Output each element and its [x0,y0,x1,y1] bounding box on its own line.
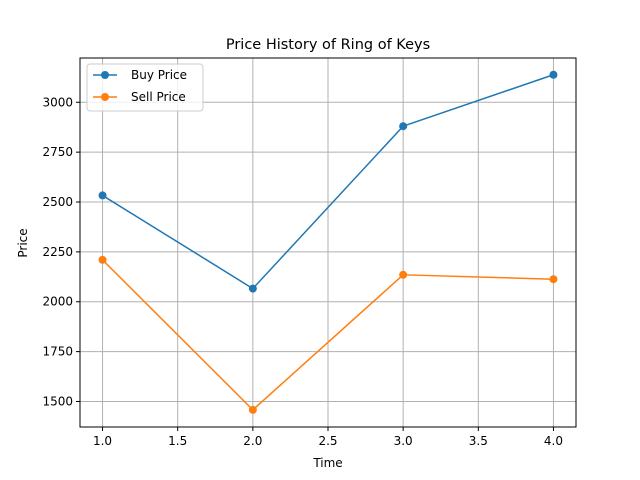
buy-price-point [399,122,408,131]
sell-price-line [102,259,554,411]
x-tick-label: 2.5 [318,434,337,448]
x-tick-label: 1.5 [168,434,187,448]
x-tick-label: 4.0 [544,434,563,448]
y-axis-ticks: 1500 1750 2000 2250 2500 2750 3000 [42,95,80,408]
x-axis-title: Time [312,456,342,470]
buy-price-point [549,70,558,79]
y-tick-label: 2500 [42,195,73,209]
series-layer [98,70,558,414]
legend-label-buy-price: Buy Price [131,68,187,82]
grid-lines [80,58,576,427]
x-tick-label: 1.0 [93,434,112,448]
y-tick-label: 2000 [42,295,73,309]
y-tick-label: 2250 [42,245,73,259]
x-tick-label: 3.0 [394,434,413,448]
y-tick-label: 1750 [42,345,73,359]
sell-price-series [98,255,558,414]
y-axis-title: Price [16,228,30,257]
y-tick-label: 3000 [42,95,73,109]
sell-price-point [399,270,408,279]
x-axis-ticks: 1.0 1.5 2.0 2.5 3.0 3.5 4.0 [93,427,563,448]
sell-price-point [248,405,257,414]
x-tick-label: 2.0 [243,434,262,448]
legend-marker-buy-price [101,71,109,79]
x-tick-label: 3.5 [469,434,488,448]
chart-title: Price History of Ring of Keys [226,37,430,53]
y-tick-label: 2750 [42,145,73,159]
sell-price-point [98,255,107,264]
sell-price-point [549,275,558,284]
buy-price-series [98,70,558,293]
legend-label-sell-price: Sell Price [131,90,186,104]
legend-marker-sell-price [101,93,109,101]
legend: Buy Price Sell Price [86,63,204,112]
buy-price-line [102,74,554,290]
y-tick-label: 1500 [42,394,73,408]
buy-price-point [98,191,107,200]
buy-price-point [248,284,257,293]
